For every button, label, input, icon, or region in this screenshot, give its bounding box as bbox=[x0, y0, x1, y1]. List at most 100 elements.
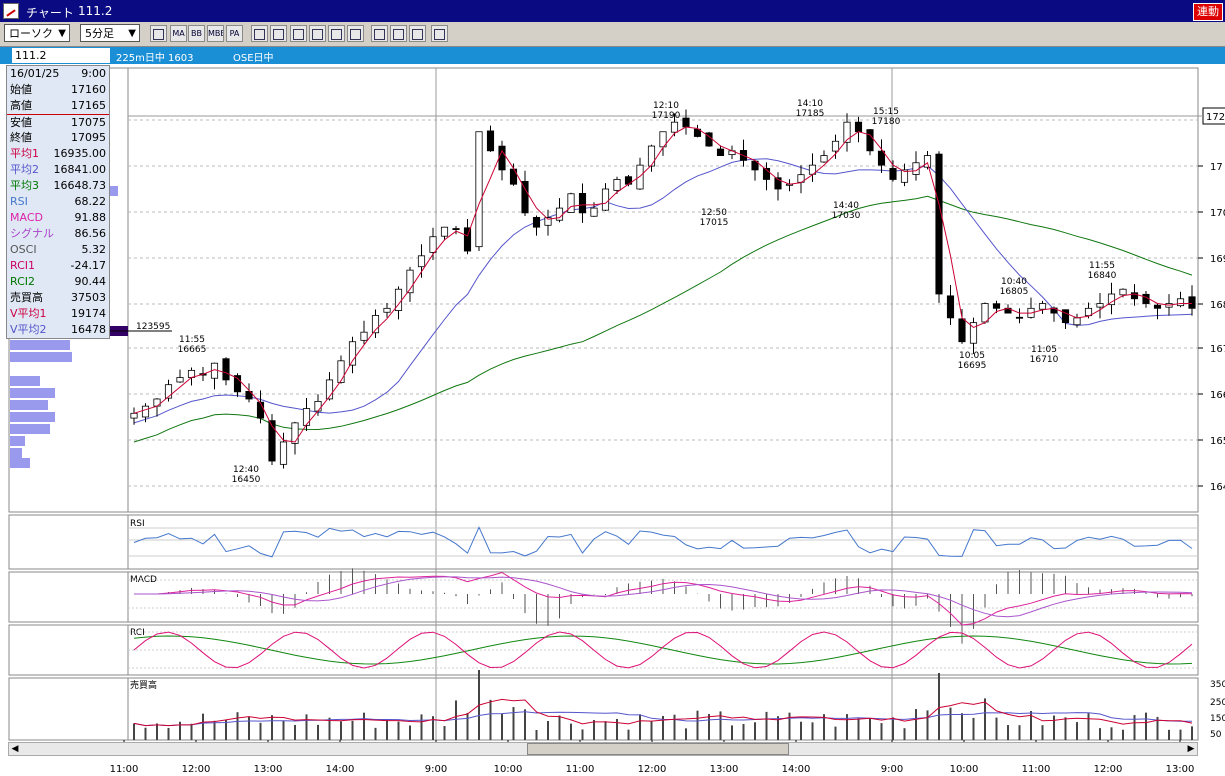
y-tick-label: 166 bbox=[1210, 390, 1225, 401]
candle-body bbox=[176, 377, 184, 383]
toolbar: ローソク ▼ 5分足 ▼ MA BB MBE PA bbox=[0, 22, 1225, 47]
y-tick-label: 165 bbox=[1210, 436, 1225, 447]
annotation-time: 10:05 bbox=[959, 351, 985, 361]
candle-body bbox=[233, 375, 242, 393]
ma3-line bbox=[133, 195, 1193, 443]
rsi-line bbox=[133, 526, 1193, 558]
annotation-time: 15:15 bbox=[873, 107, 899, 117]
indicator-pa-button[interactable]: PA bbox=[226, 25, 243, 42]
candle-body bbox=[670, 121, 679, 133]
rci1-line bbox=[133, 631, 1193, 669]
code-input[interactable]: 111.2 bbox=[12, 48, 110, 63]
interval-select[interactable]: 5分足 ▼ bbox=[80, 24, 140, 42]
volume-pane-label: 売買高 bbox=[130, 679, 157, 691]
candle-body bbox=[279, 441, 288, 465]
x-tick-label: 9:00 bbox=[425, 764, 447, 775]
title-bar: チャート 111.2 連動 bbox=[0, 0, 1225, 22]
candle-body bbox=[429, 236, 437, 253]
x-tick-label: 10:00 bbox=[950, 764, 979, 775]
link-button[interactable]: 連動 bbox=[1193, 3, 1223, 21]
scrollbar-thumb[interactable] bbox=[527, 743, 789, 755]
candle-body bbox=[164, 384, 173, 399]
bar-chart-icon[interactable] bbox=[328, 25, 345, 42]
indicator-ma-button[interactable]: MA bbox=[170, 25, 187, 42]
volume-profile-bar bbox=[10, 458, 30, 468]
data-panel-value: 16478 bbox=[71, 323, 106, 336]
candle-body bbox=[463, 227, 472, 252]
pane-left-rsi bbox=[8, 514, 129, 570]
eraser-icon[interactable] bbox=[409, 25, 426, 42]
candle-body bbox=[360, 331, 368, 341]
indicator-mbe-button[interactable]: MBE bbox=[207, 25, 224, 42]
signal-line bbox=[134, 576, 1193, 618]
candle-body bbox=[900, 169, 909, 183]
horizontal-scrollbar[interactable]: ◀ ▶ bbox=[8, 742, 1198, 756]
candle-body bbox=[923, 155, 932, 168]
x-tick-label: 10:00 bbox=[494, 764, 523, 775]
crosshair-icon[interactable] bbox=[290, 25, 307, 42]
annotation-time: 11:05 bbox=[1031, 345, 1057, 355]
candle-body bbox=[406, 269, 414, 294]
candle-body bbox=[337, 360, 345, 383]
line-chart-icon[interactable] bbox=[251, 25, 268, 42]
candle-body bbox=[636, 164, 644, 190]
volume-tick-label: 250 bbox=[1210, 698, 1225, 708]
annotation-time: 14:40 bbox=[833, 201, 859, 211]
volume-profile-bar bbox=[10, 352, 72, 362]
ma1-line bbox=[133, 126, 1192, 443]
data-panel-key: V平均1 bbox=[10, 307, 47, 320]
chart-type-select[interactable]: ローソク ▼ bbox=[4, 24, 70, 42]
data-panel-key: 16/01/25 bbox=[10, 67, 60, 80]
data-panel: 16/01/25 9:00 始値 17160 高値 17165 安値 17075 終値 17095… bbox=[6, 65, 110, 339]
data-panel-value: 17165 bbox=[71, 99, 106, 112]
pane-left-macd bbox=[8, 571, 129, 623]
y-tick-label: 164 bbox=[1210, 482, 1225, 493]
volume-ma2-line bbox=[133, 711, 1192, 727]
candle-body bbox=[1015, 316, 1024, 319]
candle-body bbox=[1153, 304, 1162, 309]
list-icon[interactable] bbox=[150, 25, 167, 42]
indicator-bb-button[interactable]: BB bbox=[188, 25, 205, 42]
data-panel-value: 90.44 bbox=[74, 275, 107, 288]
pointer-icon[interactable] bbox=[390, 25, 407, 42]
candle-body bbox=[601, 188, 610, 211]
x-tick-label: 12:00 bbox=[638, 764, 667, 775]
candle-body bbox=[141, 405, 150, 418]
annotation-value: 17030 bbox=[832, 211, 861, 221]
x-tick-label: 13:00 bbox=[710, 764, 739, 775]
data-panel-key: OSCI bbox=[10, 243, 37, 256]
x-tick-label: 9:00 bbox=[881, 764, 903, 775]
data-panel-row: 平均1 16935.00 bbox=[7, 146, 109, 162]
data-panel-row: シグナル 86.56 bbox=[7, 226, 109, 242]
scroll-right-icon[interactable]: ▶ bbox=[1187, 744, 1195, 754]
annotation-value: 17015 bbox=[700, 218, 729, 228]
zoom-icon[interactable] bbox=[309, 25, 326, 42]
grid-icon[interactable] bbox=[270, 25, 287, 42]
volume-profile-bar bbox=[10, 400, 48, 410]
candle-body bbox=[532, 217, 541, 228]
candle-body bbox=[1038, 303, 1047, 310]
data-panel-key: シグナル bbox=[10, 227, 54, 240]
volume-ma1-line bbox=[133, 698, 1193, 727]
candle-body bbox=[774, 177, 782, 190]
data-panel-value: 37503 bbox=[71, 291, 106, 304]
x-tick-label: 14:00 bbox=[326, 764, 355, 775]
x-tick-label: 11:00 bbox=[566, 764, 595, 775]
candle-body bbox=[521, 181, 529, 214]
data-panel-row: 始値 17160 bbox=[7, 82, 109, 98]
data-panel-row: RSI 68.22 bbox=[7, 194, 109, 210]
candle-body bbox=[1119, 288, 1127, 296]
candle-body bbox=[889, 168, 897, 180]
candle-body bbox=[843, 121, 851, 143]
pen-icon[interactable] bbox=[371, 25, 388, 42]
scroll-left-icon[interactable]: ◀ bbox=[11, 744, 19, 754]
settings-icon[interactable] bbox=[347, 25, 364, 42]
fibonacci-icon[interactable] bbox=[431, 25, 448, 42]
data-panel-row: V平均2 16478 bbox=[7, 322, 109, 338]
data-panel-key: RCI2 bbox=[10, 275, 36, 288]
data-panel-row: 高値 17165 bbox=[7, 98, 109, 114]
annotation-value: 16450 bbox=[232, 475, 261, 485]
candle-body bbox=[877, 150, 886, 166]
data-panel-row: MACD 91.88 bbox=[7, 210, 109, 226]
